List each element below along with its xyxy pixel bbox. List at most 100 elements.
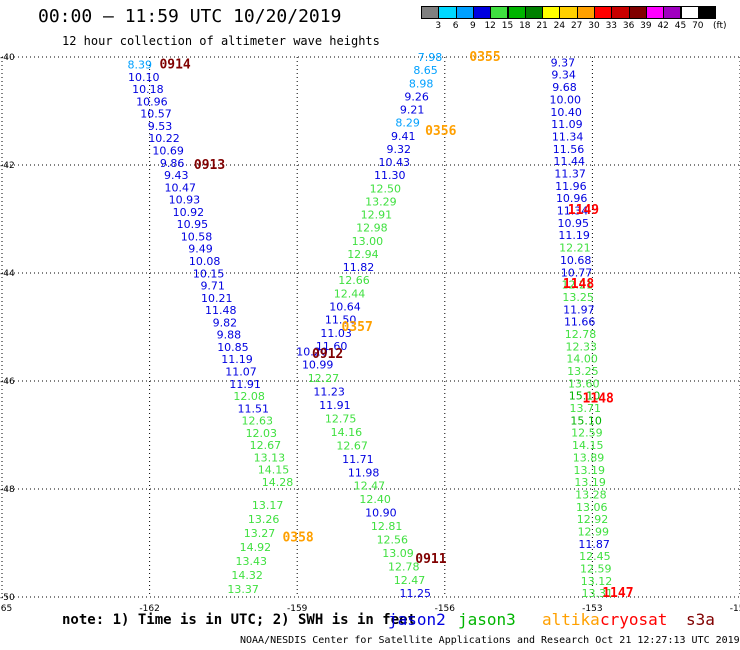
- data-point-s3a: 10.15: [193, 267, 225, 280]
- data-point-cryosat: 13.71: [570, 402, 602, 415]
- x-tick-label: -150: [730, 604, 740, 614]
- colorbar-label: 12: [484, 21, 496, 31]
- data-point-altika: 9.32: [386, 143, 411, 156]
- data-point-s3a: 10.22: [148, 132, 180, 145]
- x-tick-label: -153: [582, 604, 602, 614]
- data-point-cryosat: 9.34: [551, 69, 576, 82]
- pass-time-label: 1148: [563, 277, 594, 292]
- footer-note: note: 1) Time is in UTC; 2) SWH is in fe…: [62, 612, 417, 628]
- data-point-cryosat: 12.33: [566, 340, 598, 353]
- data-point-s3a: 10.99: [302, 359, 334, 372]
- data-point-s3a: 9.53: [148, 120, 173, 133]
- data-point-s3a: 12.81: [371, 520, 403, 533]
- data-point-s3a: 11.48: [205, 304, 237, 317]
- data-point-cryosat: 15.10: [569, 390, 601, 403]
- data-point-s3a: 11.23: [313, 386, 345, 399]
- data-point-s3a: 9.71: [200, 280, 225, 293]
- colorbar-label: 39: [640, 21, 652, 31]
- data-point-cryosat: 11.56: [553, 143, 585, 156]
- data-point-s3a: 12.67: [336, 439, 368, 452]
- pass-time-label: 0356: [425, 124, 456, 139]
- data-point-s3a: 10.18: [132, 83, 164, 96]
- data-point-altika: 9.26: [404, 90, 429, 103]
- pass-time-label: 0358: [282, 531, 313, 546]
- data-point-altika: 13.29: [365, 195, 397, 208]
- colorbar-label: 36: [622, 21, 635, 31]
- data-point-s3a: 12.67: [250, 439, 282, 452]
- data-point-altika: 8.65: [413, 64, 438, 77]
- legend-item-cryosat: cryosat: [600, 610, 668, 629]
- pass-time-label: 0914: [159, 58, 190, 73]
- data-point-altika: 12.66: [338, 274, 370, 287]
- data-point-altika: 12.98: [356, 222, 388, 235]
- data-point-s3a: 13.17: [252, 499, 284, 512]
- data-point-cryosat: 10.40: [550, 106, 582, 119]
- data-point-cryosat: 13.19: [574, 476, 606, 489]
- data-point-altika: 12.94: [347, 248, 379, 261]
- data-point-s3a: 10.20: [296, 345, 328, 358]
- data-point-cryosat: 13.31: [582, 587, 614, 600]
- pass-time-label: 1148: [583, 391, 614, 406]
- data-point-altika: 12.91: [361, 209, 393, 222]
- data-point-cryosat: 12.59: [580, 563, 612, 576]
- data-point-s3a: 14.32: [231, 569, 263, 582]
- data-point-cryosat: 11.34: [557, 205, 589, 218]
- data-point-cryosat: 12.21: [562, 279, 594, 292]
- data-point-s3a: 9.82: [213, 316, 238, 329]
- data-point-cryosat: 13.60: [568, 377, 600, 390]
- data-point-cryosat: 12.99: [578, 525, 610, 538]
- data-point-s3a: 14.28: [262, 476, 294, 489]
- data-point-s3a: 14.92: [240, 541, 272, 554]
- data-point-s3a: 10.10: [128, 71, 160, 84]
- data-point-altika: 8.29: [395, 117, 420, 130]
- data-point-cryosat: 11.34: [552, 130, 584, 143]
- data-point-s3a: 13.27: [244, 527, 276, 540]
- pass-time-label: 0355: [469, 50, 500, 65]
- x-tick-label: -159: [287, 604, 308, 614]
- data-point-cryosat: 15.10: [570, 414, 602, 427]
- data-point-altika: 12.44: [334, 287, 366, 300]
- colorbar-label: 24: [553, 21, 566, 31]
- colorbar-label: 42: [657, 21, 669, 31]
- y-tick-label: -44: [0, 269, 15, 279]
- data-point-s3a: 12.75: [325, 413, 357, 426]
- pass-time-label: 0913: [194, 158, 225, 173]
- data-point-s3a: 12.40: [359, 493, 391, 506]
- data-point-cryosat: 14.15: [572, 439, 604, 452]
- data-point-s3a: 10.85: [217, 341, 249, 354]
- data-point-s3a: 12.78: [388, 560, 420, 573]
- colorbar-label: 9: [470, 21, 476, 31]
- data-point-altika: 10.64: [329, 301, 361, 314]
- data-point-cryosat: 13.28: [575, 488, 607, 501]
- data-point-cryosat: 11.66: [564, 316, 596, 329]
- data-point-cryosat: 12.45: [579, 550, 611, 563]
- data-point-cryosat: 10.95: [558, 217, 590, 230]
- data-point-s3a: 14.15: [258, 464, 290, 477]
- data-point-altika: 11.82: [343, 261, 375, 274]
- y-tick-label: -48: [0, 485, 15, 495]
- colorbar-label: 45: [674, 21, 687, 31]
- data-point-altika: 11.50: [325, 314, 357, 327]
- data-point-cryosat: 14.00: [566, 353, 598, 366]
- data-point-cryosat: 11.44: [554, 155, 586, 168]
- data-point-s3a: 12.63: [242, 415, 274, 428]
- data-point-s3a: 10.69: [152, 144, 184, 157]
- data-point-cryosat: 11.37: [554, 168, 586, 181]
- data-point-cryosat: 11.97: [563, 303, 595, 316]
- data-point-cryosat: 10.68: [560, 254, 592, 267]
- colorbar-label: 6: [452, 21, 459, 31]
- data-point-cryosat: 11.87: [578, 538, 610, 551]
- y-tick-label: -40: [0, 53, 15, 63]
- data-point-s3a: 13.09: [382, 547, 414, 560]
- data-point-cryosat: 11.09: [551, 118, 583, 131]
- data-point-cryosat: 13.12: [581, 575, 613, 588]
- data-point-s3a: 13.37: [227, 583, 259, 596]
- data-point-s3a: 13.43: [236, 555, 268, 568]
- data-point-s3a: 9.86: [160, 157, 185, 170]
- data-point-cryosat: 12.21: [559, 242, 591, 255]
- data-point-s3a: 10.58: [181, 230, 213, 243]
- data-point-s3a: 14.16: [331, 426, 363, 439]
- colorbar-label: 70: [692, 21, 704, 31]
- colorbar-label: 27: [570, 21, 583, 31]
